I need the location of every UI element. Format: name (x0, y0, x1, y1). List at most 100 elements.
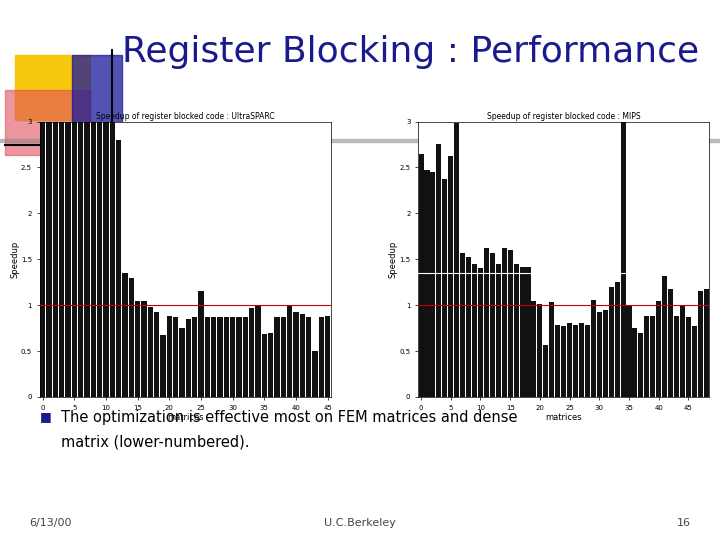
Bar (674, 316, 679, 397)
Bar (680, 305, 685, 397)
Bar (166, 316, 172, 397)
Bar (632, 328, 637, 397)
Bar (508, 250, 513, 397)
Bar (72, 55, 122, 165)
Bar (686, 317, 691, 397)
Bar (472, 264, 477, 397)
Bar (442, 179, 447, 397)
Text: Register Blocking : Performance: Register Blocking : Performance (122, 35, 700, 69)
Bar (626, 305, 631, 397)
Bar (198, 292, 204, 397)
Bar (204, 317, 210, 397)
Bar (40, 0, 45, 397)
Title: Speedup of register blocked code : UltraSPARC: Speedup of register blocked code : Ultra… (96, 112, 274, 121)
Bar (236, 317, 242, 397)
Bar (179, 328, 185, 397)
Bar (59, 0, 65, 397)
Bar (243, 317, 248, 397)
Bar (579, 323, 584, 397)
Bar (454, 123, 459, 397)
Bar (116, 140, 122, 397)
Bar (698, 292, 703, 397)
Bar (544, 345, 549, 397)
Bar (5, 90, 90, 155)
Bar (591, 300, 596, 397)
Bar (650, 316, 655, 397)
Bar (161, 335, 166, 397)
Bar (325, 316, 330, 397)
Bar (192, 317, 197, 397)
Bar (186, 319, 191, 397)
Bar (668, 288, 673, 397)
Bar (490, 253, 495, 397)
Bar (256, 305, 261, 397)
X-axis label: matrices: matrices (545, 413, 582, 422)
Bar (72, 0, 77, 397)
Bar (597, 312, 602, 397)
Bar (154, 312, 159, 397)
Bar (537, 304, 542, 397)
Bar (639, 333, 644, 397)
Bar (585, 325, 590, 397)
Bar (573, 325, 578, 397)
Bar (268, 333, 274, 397)
Bar (274, 317, 279, 397)
Bar (15, 55, 90, 120)
Text: U.C.Berkeley: U.C.Berkeley (324, 518, 396, 528)
Text: 16: 16 (678, 518, 691, 528)
Text: ■: ■ (40, 410, 51, 423)
Bar (520, 267, 525, 397)
Bar (703, 289, 708, 397)
Bar (436, 145, 441, 397)
Text: matrix (lower-numbered).: matrix (lower-numbered). (61, 435, 250, 450)
Bar (109, 117, 115, 397)
Bar (561, 326, 566, 397)
Bar (0, 139, 720, 142)
Bar (549, 302, 554, 397)
Bar (141, 300, 147, 397)
Bar (496, 264, 501, 397)
Bar (621, 0, 626, 397)
Bar (478, 268, 483, 397)
Bar (312, 351, 318, 397)
Text: 6/13/00: 6/13/00 (29, 518, 71, 528)
Bar (662, 276, 667, 397)
Bar (306, 317, 311, 397)
Bar (603, 310, 608, 397)
Bar (287, 305, 292, 397)
Bar (460, 253, 465, 397)
Bar (91, 0, 96, 397)
Bar (261, 334, 267, 397)
Bar (425, 170, 430, 397)
Bar (78, 0, 84, 397)
Bar (211, 317, 216, 397)
Bar (173, 317, 179, 397)
Bar (249, 308, 254, 397)
Bar (97, 0, 102, 397)
Bar (608, 287, 613, 397)
Bar (531, 300, 536, 397)
Bar (300, 314, 305, 397)
Text: The optimization is effective most on FEM matrices and dense: The optimization is effective most on FE… (61, 410, 518, 426)
Bar (122, 273, 127, 397)
Bar (224, 317, 229, 397)
Bar (135, 300, 140, 397)
Bar (318, 317, 324, 397)
Bar (615, 282, 620, 397)
Bar (129, 278, 134, 397)
Bar (644, 316, 649, 397)
Bar (53, 2, 58, 397)
Bar (418, 154, 423, 397)
Bar (293, 312, 299, 397)
Bar (502, 248, 507, 397)
Bar (484, 248, 489, 397)
Bar (230, 317, 235, 397)
Bar (148, 307, 153, 397)
Bar (466, 258, 471, 397)
Y-axis label: Speedup: Speedup (11, 241, 19, 278)
Bar (104, 94, 109, 397)
X-axis label: matrices: matrices (167, 413, 204, 422)
Bar (656, 300, 661, 397)
Bar (526, 267, 531, 397)
Y-axis label: Speedup: Speedup (389, 241, 398, 278)
